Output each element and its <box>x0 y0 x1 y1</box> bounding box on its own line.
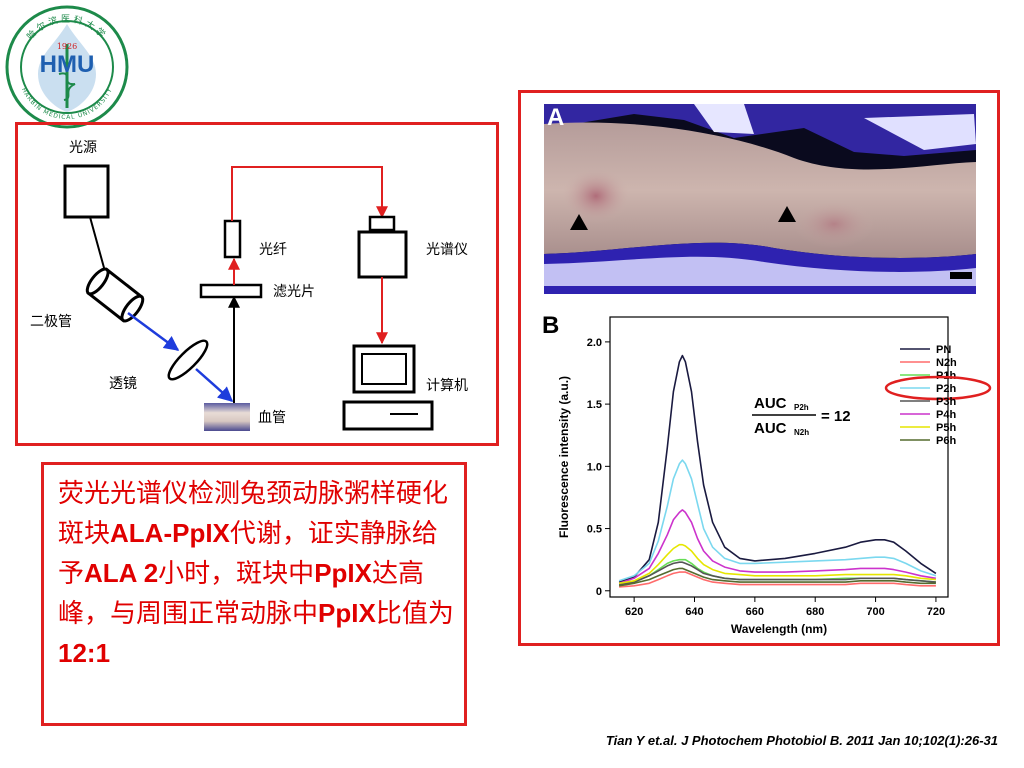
figure-panel <box>518 90 1000 646</box>
formula-numerator: AUC <box>754 395 787 412</box>
logo-abbr: HMU <box>40 51 95 78</box>
computer-drawing <box>342 344 434 431</box>
series-line-p6h <box>618 567 936 587</box>
logo-year: 1926 <box>57 42 77 51</box>
label-light-source: 光源 <box>69 140 97 156</box>
auc-formula: AUC P2h AUC N2h = 12 <box>752 395 851 437</box>
x-tick-label: 720 <box>927 606 945 618</box>
caption-part: ALA-PpIX <box>110 518 230 548</box>
panel-a-label: A <box>547 104 565 131</box>
plaque-marker-1 <box>570 214 588 230</box>
light-source-box <box>63 164 110 219</box>
series-line-p3h <box>618 561 936 586</box>
caption-text: 荧光光谱仪检测兔颈动脉粥样硬化斑块ALA-PpIX代谢，证实静脉给予ALA 2小… <box>58 475 458 674</box>
y-axis-label: Fluorescence intensity (a.u.) <box>557 376 571 538</box>
legend-label: P5h <box>936 422 956 434</box>
x-tick-label: 620 <box>625 606 643 618</box>
caption-part: 12:1 <box>58 638 111 668</box>
caption-box: 荧光光谱仪检测兔颈动脉粥样硬化斑块ALA-PpIX代谢，证实静脉给予ALA 2小… <box>41 462 467 726</box>
legend-label: N2h <box>936 357 957 369</box>
y-tick-label: 1.0 <box>587 461 602 473</box>
series-line-p5h <box>618 543 936 585</box>
diode-cylinder <box>85 267 145 323</box>
legend-label: P2h <box>936 383 956 395</box>
label-lens: 透镜 <box>109 376 137 392</box>
y-tick-label: 2.0 <box>587 337 602 349</box>
label-fiber: 光纤 <box>259 242 287 258</box>
legend-label: P4h <box>936 409 956 421</box>
plot-frame <box>609 316 949 598</box>
legend-label: P3h <box>936 396 956 408</box>
series-line-p2h <box>618 459 937 582</box>
label-filter: 滤光片 <box>273 284 315 300</box>
caption-part: 达高峰，与周围正常动脉中 <box>58 559 424 629</box>
fiber-shape <box>223 219 242 259</box>
scale-bar <box>950 272 972 279</box>
spectrometer-body <box>357 230 408 279</box>
formula-numerator-sub: P2h <box>794 403 809 412</box>
formula-denominator-sub: N2h <box>794 428 809 437</box>
caption-part: 代谢，证实静脉给予 <box>58 519 438 589</box>
series-line-pn <box>618 354 937 583</box>
series-line-n2h <box>619 571 936 588</box>
label-diode: 二极管 <box>30 314 72 330</box>
caption-part: PpIX <box>318 598 376 628</box>
citation: Tian Y et.al. J Photochem Photobiol B. 2… <box>605 733 998 748</box>
formula-result: = 12 <box>821 408 851 425</box>
caption-part: 荧光光谱仪检测兔颈动脉粥样硬化斑块 <box>58 479 449 549</box>
y-tick-label: 1.5 <box>587 399 602 411</box>
label-vessel: 血管 <box>258 410 286 426</box>
x-axis-label: Wavelength (nm) <box>731 622 827 636</box>
caption-part: ALA 2 <box>84 558 159 588</box>
y-tick-label: 0 <box>596 586 602 598</box>
chart-lines <box>618 354 937 588</box>
formula-denominator: AUC <box>754 420 787 437</box>
apparatus-diagram: 光源 二极管 透镜 光纤 滤光片 血管 光谱仪 计算机 <box>15 122 499 446</box>
y-tick-label: 0.5 <box>587 524 602 536</box>
university-logo: 1926 HMU 哈尔滨医科大学 HARBIN MEDICAL UNIVERSI… <box>5 5 129 129</box>
panel-b-label: B <box>542 312 560 339</box>
vessel-image <box>204 403 250 431</box>
lens-shape <box>167 339 209 381</box>
chart-axes: 620 640 660 680 700 720 0 0.5 1.0 1.5 2.0 Wavelengt… <box>557 316 949 636</box>
caption-part: PpIX <box>314 558 372 588</box>
series-line-p4h <box>618 509 937 585</box>
filter-plate <box>199 283 263 299</box>
x-tick-label: 640 <box>685 606 703 618</box>
highlight-circle <box>884 375 992 401</box>
x-tick-label: 680 <box>806 606 824 618</box>
caption-part: 比值为 <box>375 599 454 629</box>
label-computer: 计算机 <box>426 378 468 394</box>
legend-label: P6h <box>936 435 956 447</box>
spectrometer-top <box>368 215 396 232</box>
x-tick-label: 660 <box>746 606 764 618</box>
x-tick-label: 700 <box>866 606 884 618</box>
caption-part: 小时，斑块中 <box>158 559 315 589</box>
apparatus-schematic <box>63 164 434 431</box>
legend-label: PN <box>936 344 951 356</box>
artery-photo <box>544 104 976 294</box>
plaque-marker-2 <box>778 206 796 222</box>
label-spectrometer: 光谱仪 <box>426 242 468 258</box>
fluorescence-chart: 620 640 660 680 700 720 0 0.5 1.0 1.5 2.0 Wavelengt… <box>557 316 992 636</box>
